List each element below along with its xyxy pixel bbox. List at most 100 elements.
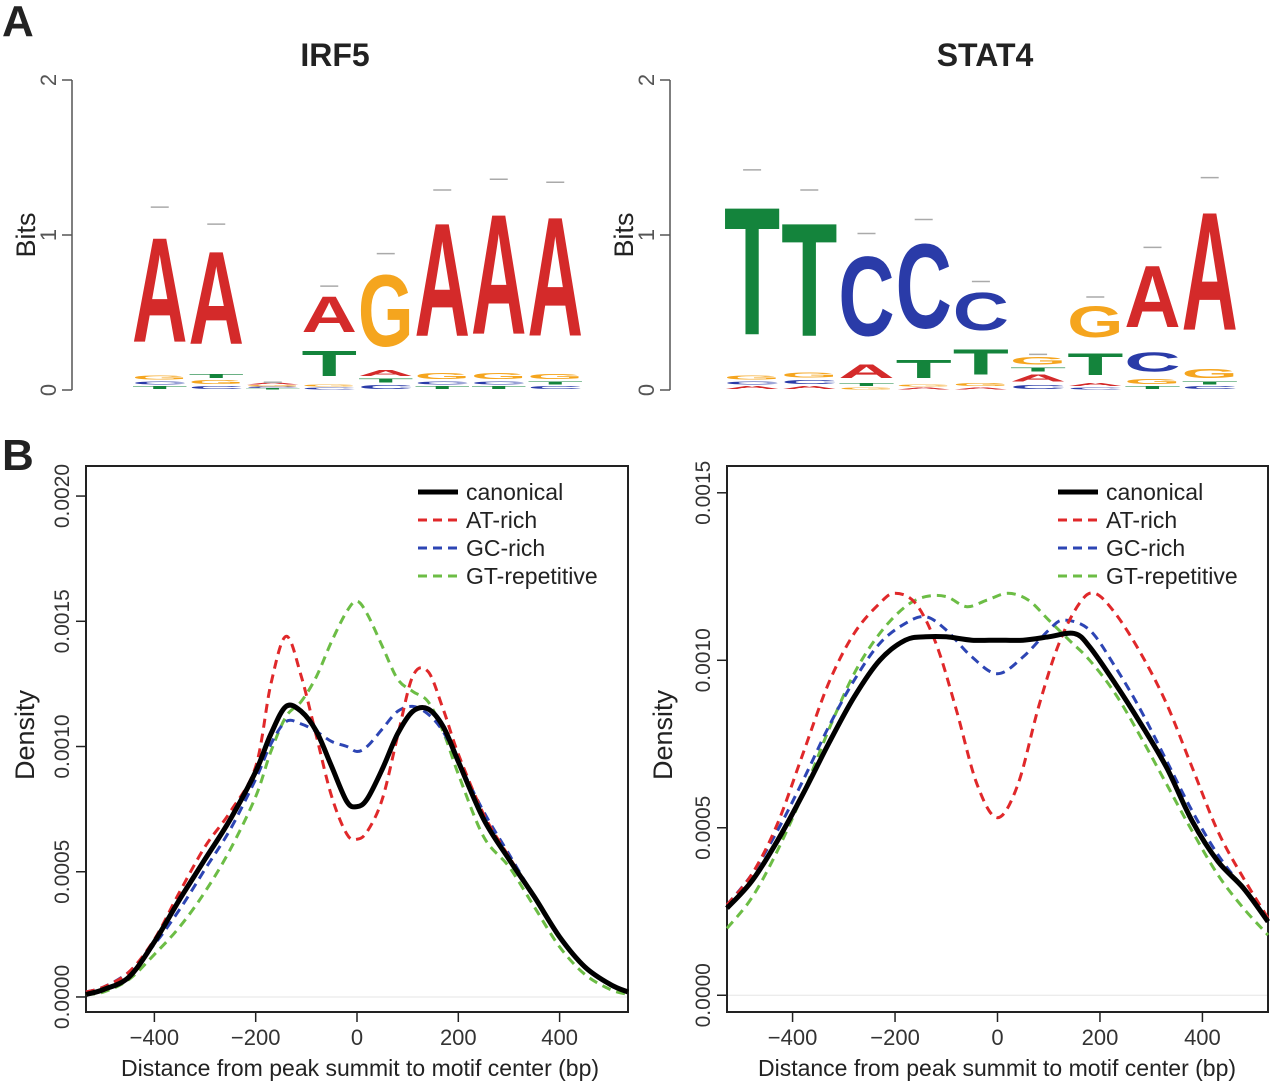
logo-letter-t: T [1010,367,1066,373]
y-axis-label: Density [648,689,678,780]
x-tick-label: 400 [541,1025,578,1050]
logo-letter-a: A [896,387,952,390]
logo-letter-a: A [189,224,244,372]
x-axis-label: Distance from peak summit to motif cente… [121,1055,599,1081]
plot-frame [85,465,629,1013]
y-tick-label: 0.0010 [692,628,715,692]
legend-label-canonical: canonical [466,479,563,505]
x-axis-label: Distance from peak summit to motif cente… [758,1055,1236,1081]
logo-letter-a: A [1067,382,1123,387]
y-tick-label: 0.0000 [51,965,74,1029]
logo-letter-a: A [245,382,300,385]
logo-letter-c: C [838,233,894,360]
series-line-canonical [85,702,629,997]
logo-letter-g: G [781,371,837,379]
x-tick-label: −200 [870,1025,920,1050]
logo-letter-c: C [528,385,583,390]
logo-letter-g: G [1010,354,1066,366]
logo-y-axis-label: Bits [11,212,41,257]
y-axis-label: Density [10,689,40,780]
legend-label-gt-repetitive: GT-repetitive [1106,563,1238,589]
logo-letter-t: T [724,169,780,374]
logo-letter-c: C [302,387,357,390]
logo-letter-t: T [245,388,301,390]
logo-letter-c: C [189,385,244,390]
logo-letter-c: C [358,384,413,390]
logo-letter-c: C [1182,385,1238,390]
logo-y-tick-label: 2 [634,74,659,86]
series-line-gc-rich [85,704,629,994]
logo-letter-c: C [415,381,470,386]
logo-letter-c: C [132,381,187,386]
logo-letter-a: A [132,207,188,374]
x-tick-label: −400 [768,1025,818,1050]
logo-letter-c: C [781,379,837,385]
logo-letter-c: C [1067,387,1123,390]
series-line-at-rich [725,591,1270,919]
logo-letter-t: T [838,382,895,387]
logo-letter-t: T [1124,385,1181,390]
logo-letter-g: G [358,253,413,368]
logo-letter-c: C [245,387,300,389]
logo-letter-c: C [953,282,1009,342]
logo-letter-g: G [1182,367,1238,381]
y-tick-label: 0.0005 [692,796,715,860]
legend-label-gc-rich: GC-rich [466,535,545,561]
series-line-gt-repetitive [725,591,1270,937]
x-tick-label: 0 [351,1025,363,1050]
logo-letter-t: T [189,373,244,379]
logo-letter-t: T [953,342,1009,382]
logo-letter-a: A [528,181,584,372]
y-tick-label: 0.0015 [51,589,74,653]
series-line-gc-rich [725,614,1270,920]
logo-letter-t: T [528,381,583,386]
logo-letter-a: A [302,286,357,343]
logo-stat4: 012BitsSTAT4ACGTACGTGTACAGTCAGTCCATGCATG… [609,37,1238,396]
logo-letter-a: A [838,361,894,383]
legend-label-gc-rich: GC-rich [1106,535,1185,561]
logo-letter-t: T [302,343,357,384]
legend-label-at-rich: AT-rich [466,507,537,533]
logo-y-tick-label: 0 [36,384,61,396]
logo-letter-a: A [415,189,470,370]
logo-title: STAT4 [937,37,1034,73]
logo-letter-a: A [358,368,413,377]
logo-letter-g: G [132,374,187,380]
logo-letter-g: G [953,382,1009,387]
logo-y-tick-label: 2 [36,74,61,86]
logo-y-axis-label: Bits [609,212,639,257]
logo-letter-g: G [896,384,952,387]
y-tick-label: 0.0015 [692,461,715,525]
logo-letter-c: C [896,220,952,354]
series-line-gt-repetitive [85,599,629,996]
logo-letter-g: G [528,373,583,381]
x-tick-label: 200 [1082,1025,1119,1050]
logo-letter-g: G [838,387,894,390]
logo-letter-c: C [1124,347,1180,378]
x-tick-label: 200 [440,1025,477,1050]
logo-title: IRF5 [300,37,369,73]
logo-letter-t: T [415,385,470,390]
panel-label-b: B [2,431,34,480]
density-plot-irf5: −400 −200 0 200 400 0.0000 0.0005 0.0010 0.0015 0… [10,464,629,1081]
y-tick-label: 0.0010 [51,714,74,778]
logo-letter-g: G [302,384,357,387]
logo-letter-a: A [1010,373,1066,384]
x-tick-label: 0 [991,1025,1003,1050]
logo-letter-t: T [781,189,837,370]
logo-letter-g: G [245,385,300,387]
logo-letter-t: T [1182,381,1239,386]
y-tick-label: 0.0020 [51,464,74,528]
x-tick-label: 400 [1184,1025,1221,1050]
logo-letter-g: G [189,379,244,385]
logo-letter-a: A [1182,177,1238,366]
legend-label-gt-repetitive: GT-repetitive [466,563,598,589]
logo-irf5: 012BitsIRF5TCGACGTATCGACGTACTAGTCGATCGAC… [11,37,583,396]
logo-letter-t: T [358,378,413,384]
y-tick-label: 0.0005 [51,840,74,904]
logo-letter-g: G [1067,297,1123,347]
legend-label-canonical: canonical [1106,479,1203,505]
logo-letter-g: G [471,371,526,380]
logo-letter-g: G [1124,378,1180,386]
logo-letter-a: A [1124,247,1180,346]
